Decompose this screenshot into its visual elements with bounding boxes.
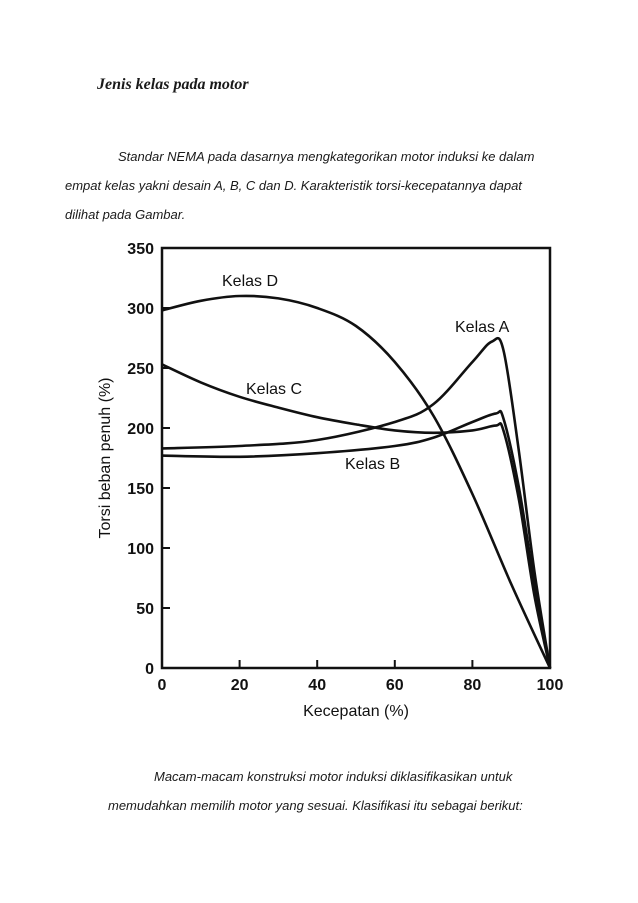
y-tick-label: 350 (127, 241, 154, 258)
classification-line-1: Macam-macam konstruksi motor induksi dik… (154, 769, 513, 784)
curve-kelas-b (161, 409, 552, 669)
x-tick-label: 60 (386, 677, 404, 694)
y-tick-label: 200 (127, 421, 154, 438)
x-tick-label: 80 (464, 677, 482, 694)
curve-label-kelas-a: Kelas A (455, 319, 510, 336)
section-heading: Jenis kelas pada motor (97, 76, 249, 93)
y-axis-label: Torsi beban penuh (%) (97, 378, 114, 539)
y-tick-label: 300 (127, 301, 154, 318)
x-tick-label: 0 (158, 677, 167, 694)
y-tick-label: 100 (127, 541, 154, 558)
plot-frame (160, 246, 552, 670)
curve-kelas-c (161, 363, 552, 669)
intro-line-1: Standar NEMA pada dasarnya mengkategorik… (118, 149, 535, 164)
curve-label-kelas-c: Kelas C (246, 381, 302, 398)
classification-paragraph: Macam-macam konstruksi motor induksi dik… (108, 762, 588, 820)
curve-kelas-a (161, 336, 552, 669)
curve-label-kelas-b: Kelas B (345, 456, 400, 473)
intro-paragraph: Standar NEMA pada dasarnya mengkategorik… (65, 142, 545, 229)
x-tick-label: 40 (308, 677, 326, 694)
classification-line-2: memudahkan memilih motor yang sesuai. Kl… (108, 798, 523, 813)
y-tick-label: 150 (127, 481, 154, 498)
x-tick-label: 100 (537, 677, 564, 694)
intro-line-2: empat kelas yakni desain A, B, C dan D. … (65, 178, 522, 193)
y-tick-label: 50 (136, 601, 154, 618)
curve-kelas-d (161, 294, 552, 669)
torque-speed-figure: 0 50 100 150 200 250 300 350 0 20 40 60 80 100 Kecepat… (97, 241, 564, 720)
x-tick-label: 20 (231, 677, 249, 694)
intro-line-3: dilihat pada Gambar. (65, 207, 186, 222)
x-axis-label: Kecepatan (%) (303, 703, 409, 720)
curve-label-kelas-d: Kelas D (222, 273, 278, 290)
y-tick-label: 250 (127, 361, 154, 378)
y-tick-label: 0 (145, 661, 154, 678)
